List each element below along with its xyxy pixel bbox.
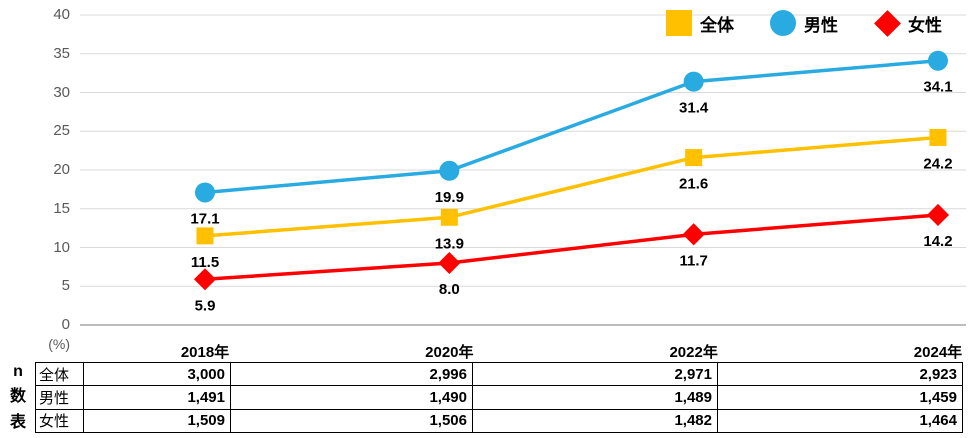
y-tick-label: 15 bbox=[53, 199, 70, 217]
table-cell: 1,491 bbox=[83, 385, 231, 410]
square-marker bbox=[929, 128, 947, 146]
square-icon bbox=[666, 10, 692, 36]
point-label: 21.6 bbox=[679, 176, 708, 193]
y-tick-label: 10 bbox=[53, 238, 70, 256]
x-category-label: 2018年 bbox=[180, 344, 230, 361]
diamond-icon bbox=[874, 10, 901, 37]
corner-label-char: 数 bbox=[9, 388, 26, 406]
legend-label-total: 全体 bbox=[700, 15, 734, 35]
square-marker bbox=[440, 208, 458, 226]
diamond-icon-shape bbox=[874, 10, 901, 37]
point-label: 31.4 bbox=[679, 100, 709, 117]
table-cell: 2,996 bbox=[230, 361, 473, 387]
legend-item-female: 女性 bbox=[874, 10, 942, 37]
diamond-marker bbox=[438, 251, 461, 275]
table-cell: 1,464 bbox=[717, 408, 963, 434]
y-tick-label: 5 bbox=[61, 277, 70, 295]
table-cell: 2,971 bbox=[472, 361, 718, 387]
table-cell: 1,459 bbox=[717, 385, 963, 410]
point-label: 14.2 bbox=[923, 233, 952, 250]
series-line-square bbox=[204, 135, 939, 238]
square-marker bbox=[685, 149, 703, 167]
x-category-label: 2022年 bbox=[669, 344, 718, 361]
table-cell: 1,490 bbox=[230, 385, 473, 410]
row-header: 男性 bbox=[35, 385, 84, 410]
y-tick-label: 30 bbox=[53, 83, 70, 101]
point-label: 24.2 bbox=[923, 155, 952, 172]
circle-marker bbox=[683, 71, 704, 92]
legend-label-female: 女性 bbox=[908, 15, 942, 35]
point-label: 13.9 bbox=[435, 235, 464, 252]
legend-item-male: 男性 bbox=[770, 10, 838, 36]
y-tick-label: 40 bbox=[53, 6, 70, 23]
y-tick-label: 35 bbox=[53, 44, 70, 62]
table-row: 男性 1,491 1,490 1,489 1,459 bbox=[35, 385, 963, 410]
y-tick-label: 20 bbox=[53, 161, 70, 178]
series-line-circle bbox=[204, 58, 939, 195]
x-axis-labels: 2018年 2020年 2022年 2024年 bbox=[0, 341, 974, 361]
point-label: 8.0 bbox=[439, 281, 460, 298]
corner-label-char: n bbox=[13, 362, 23, 380]
circle-icon bbox=[770, 10, 796, 36]
row-header: 女性 bbox=[35, 408, 84, 434]
table-cell: 1,506 bbox=[230, 408, 473, 434]
circle-marker bbox=[439, 160, 460, 181]
y-tick-label: 25 bbox=[53, 122, 70, 140]
point-label: 17.1 bbox=[190, 210, 219, 227]
point-label: 5.9 bbox=[195, 297, 216, 314]
square-marker bbox=[196, 227, 214, 245]
table-row: 全体 3,000 2,996 2,971 2,923 bbox=[35, 361, 963, 387]
circle-marker bbox=[195, 182, 215, 203]
row-header: 全体 bbox=[35, 361, 84, 387]
table-cell: 1,482 bbox=[472, 408, 718, 434]
table-cell: 1,509 bbox=[83, 408, 231, 434]
point-label: 19.9 bbox=[435, 189, 464, 206]
circle-marker bbox=[927, 50, 948, 71]
corner-label-char: 表 bbox=[9, 414, 26, 432]
x-category-label: 2024年 bbox=[913, 344, 963, 361]
point-label: 11.5 bbox=[191, 254, 219, 271]
diamond-marker bbox=[193, 268, 217, 291]
legend-item-total: 全体 bbox=[666, 10, 734, 36]
chart-legend: 全体 男性 女性 bbox=[666, 8, 942, 38]
x-category-label: 2020年 bbox=[425, 344, 474, 361]
point-label: 34.1 bbox=[923, 79, 952, 96]
legend-label-male: 男性 bbox=[804, 15, 838, 35]
y-tick-label: 0 bbox=[61, 316, 70, 333]
y-axis-labels: 0 5 10 15 20 25 30 35 40 bbox=[0, 0, 70, 340]
series-line-diamond bbox=[204, 213, 939, 282]
table-cell: 2,923 bbox=[717, 361, 963, 387]
table-cell: 3,000 bbox=[83, 361, 231, 387]
point-label: 11.7 bbox=[679, 252, 707, 269]
table-cell: 1,489 bbox=[472, 385, 718, 410]
y-axis-unit-label: (%) bbox=[48, 336, 70, 352]
diamond-marker bbox=[682, 223, 705, 246]
diamond-marker bbox=[926, 203, 950, 226]
n-table: 全体 3,000 2,996 2,971 2,923 男性 1,491 1,490 1,489 1… bbox=[35, 361, 963, 434]
table-row: 女性 1,509 1,506 1,482 1,464 bbox=[35, 408, 963, 434]
